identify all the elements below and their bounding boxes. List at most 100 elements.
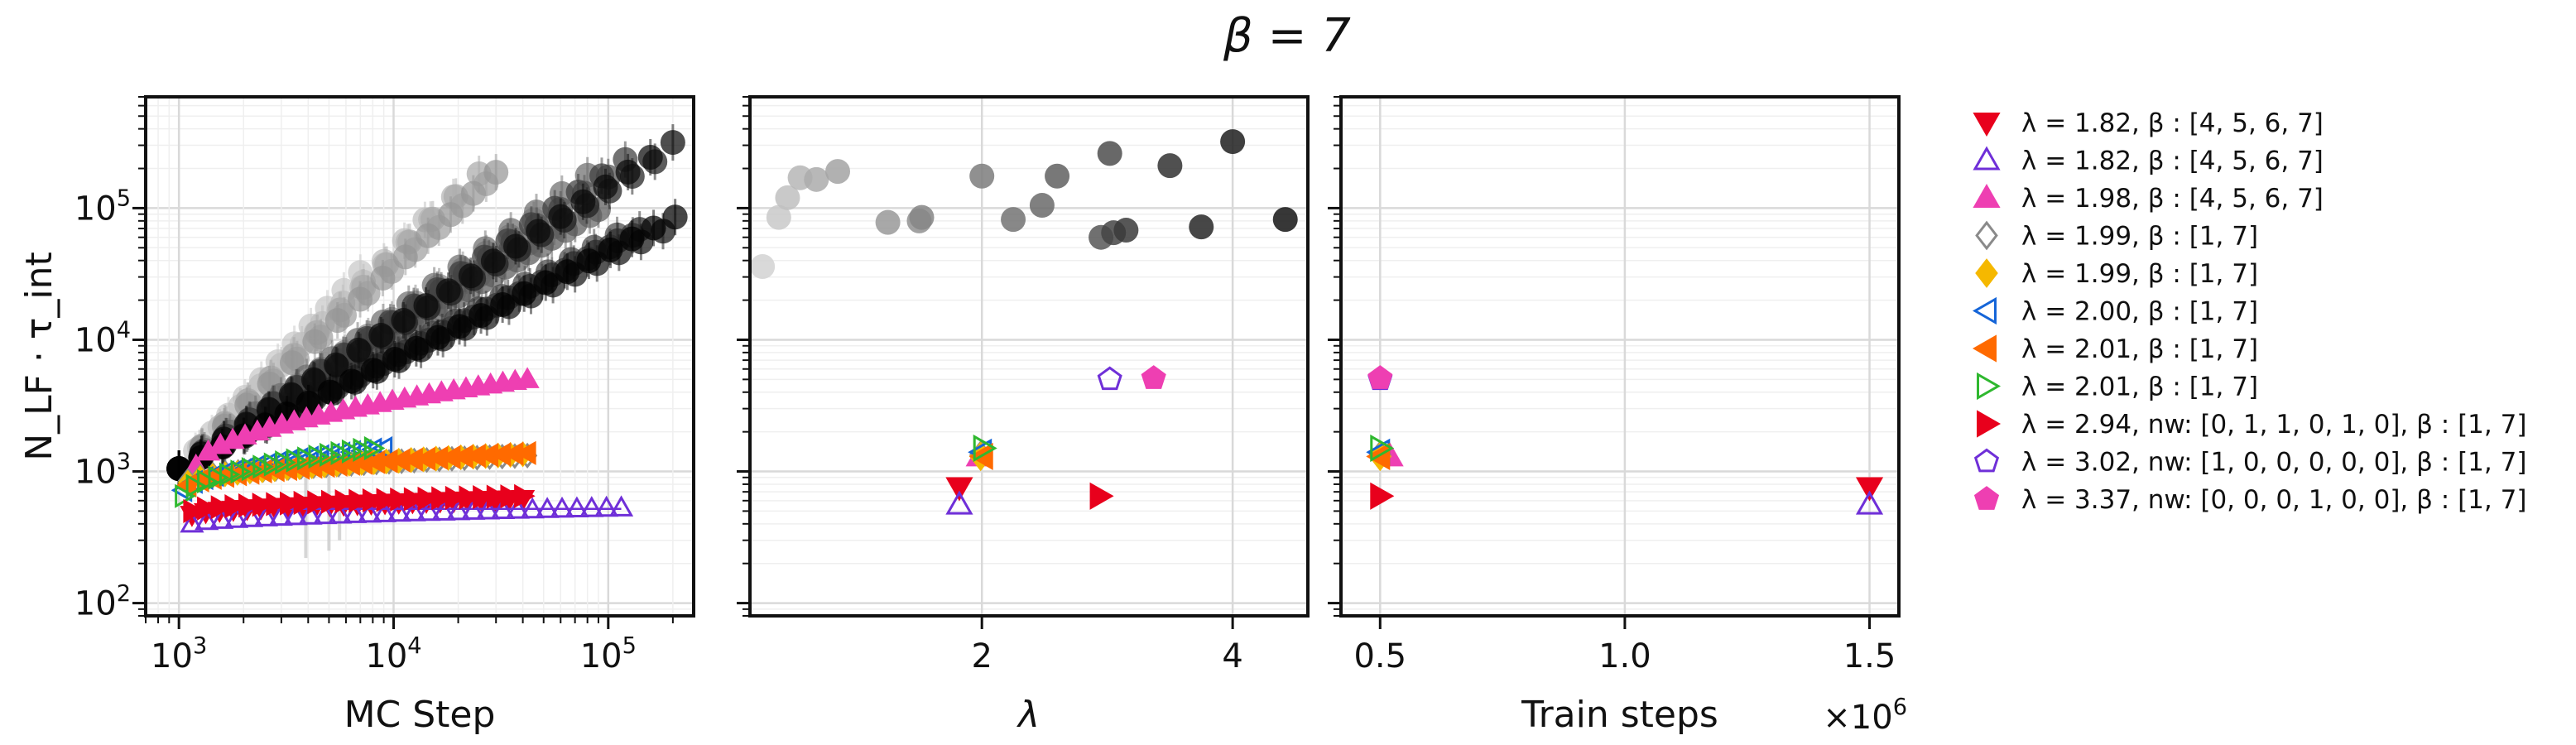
gray-run-point <box>909 204 935 230</box>
gray-run-point <box>460 180 486 206</box>
series-point <box>334 489 357 514</box>
series-point <box>431 486 453 511</box>
gray-run-point <box>382 347 407 372</box>
x-axis-label: MC Step <box>344 694 496 736</box>
legend-marker <box>1977 372 2002 401</box>
series-point <box>1370 482 1395 510</box>
legend-marker <box>1973 183 2001 208</box>
legend-label: λ = 1.82, β : [4, 5, 6, 7] <box>2021 147 2324 176</box>
series-point <box>515 367 540 388</box>
y-tick-label: 102 <box>74 581 131 623</box>
series-group <box>1366 365 1884 515</box>
gray-run-point <box>360 358 386 383</box>
series-point <box>357 501 382 523</box>
series-point <box>1855 490 1884 515</box>
series-point <box>403 487 425 512</box>
series-point <box>341 439 363 464</box>
gray-run-point <box>804 166 829 192</box>
series-7 <box>1370 434 1395 463</box>
series-1 <box>1855 490 1884 515</box>
series-point <box>446 498 471 521</box>
series-point <box>1367 365 1393 389</box>
series-8 <box>1089 482 1114 510</box>
series-point <box>973 434 997 463</box>
series-8 <box>1370 482 1395 510</box>
gray-run-point <box>1045 163 1070 189</box>
series-point <box>286 448 308 473</box>
gray-run-point <box>660 130 685 156</box>
x-tick-label: 0.5 <box>1353 637 1406 675</box>
panels: 103 104 105 102 103 104 105 MC Step N_LF · τ_int… <box>18 95 1907 737</box>
gray-run-point <box>324 308 350 334</box>
legend-marker <box>1973 113 2001 137</box>
series-point <box>330 440 353 465</box>
series-point <box>1141 365 1166 389</box>
series-point <box>308 445 330 469</box>
series-point <box>416 499 441 522</box>
legend-entry: λ = 2.01, β : [1, 7] <box>1972 334 2258 364</box>
panel-mc: 103 104 105 102 103 104 105 MC Step N_LF · τ_int <box>18 95 695 736</box>
series-point <box>363 435 386 461</box>
gray-run-point <box>458 263 483 289</box>
legend-marker <box>1972 334 1997 363</box>
legend-entry: λ = 3.02, nw: [1, 0, 0, 0, 0, 0], β : [1… <box>1973 448 2526 478</box>
legend-marker <box>1975 220 1998 251</box>
series-point <box>500 484 521 509</box>
series-7 <box>175 435 386 508</box>
gray-run-point <box>512 281 537 306</box>
legend-label: λ = 1.82, β : [4, 5, 6, 7] <box>2021 108 2324 138</box>
gray-run-point <box>368 322 394 348</box>
gray-run-point <box>296 390 321 416</box>
series-point <box>320 489 343 514</box>
series-point <box>459 485 481 510</box>
legend-label: λ = 3.02, nw: [1, 0, 0, 0, 0, 0], β : [1… <box>2021 448 2526 478</box>
series-7 <box>973 434 997 463</box>
series-point <box>486 484 508 509</box>
figure-title-text: β = 7 <box>1223 9 1351 63</box>
series-point <box>945 477 973 502</box>
gray-run-point <box>447 314 473 339</box>
series-point <box>362 488 384 513</box>
series-point <box>185 473 208 498</box>
series-point <box>348 488 370 513</box>
series-point <box>372 501 396 522</box>
series-point <box>353 437 374 463</box>
legend: λ = 1.82, β : [4, 5, 6, 7] λ = 1.82, β : … <box>1972 108 2526 515</box>
gray-run-point <box>503 233 529 259</box>
legend-label: λ = 2.01, β : [1, 7] <box>2021 372 2258 402</box>
gray-run-point <box>619 226 645 252</box>
series-point <box>195 508 219 531</box>
series-group <box>945 365 1166 515</box>
series-point <box>180 511 204 533</box>
series-point <box>293 490 315 516</box>
x-axis-label: λ <box>1016 694 1040 736</box>
series-10 <box>1141 365 1166 389</box>
x-tick-label: 4 <box>1222 637 1242 675</box>
panel-lambda: 2 4 λ <box>737 95 1310 736</box>
legend-marker <box>1972 296 1997 325</box>
gray-run-point <box>1113 218 1139 243</box>
gray-run-point <box>1220 129 1246 155</box>
legend-entry: λ = 1.82, β : [4, 5, 6, 7] <box>1973 146 2324 176</box>
series-point <box>297 446 319 471</box>
series-point <box>387 500 411 522</box>
series-point <box>343 502 368 523</box>
gray-run-point <box>403 335 429 361</box>
y-tick-label: 105 <box>74 186 131 228</box>
legend-entry: λ = 3.37, nw: [0, 0, 0, 1, 0, 0], β : [1… <box>1973 485 2526 515</box>
series-point <box>298 503 323 525</box>
legend-entry: λ = 1.99, β : [1, 7] <box>1975 220 2258 252</box>
series-1 <box>180 495 634 533</box>
series-point <box>1370 434 1395 463</box>
legend-marker <box>1975 258 1998 288</box>
plot-frame <box>144 95 695 618</box>
series-point <box>328 502 353 524</box>
gray-run-point <box>324 352 349 377</box>
series-point <box>219 462 241 487</box>
legend-entry: λ = 1.98, β : [4, 5, 6, 7] <box>1973 183 2324 214</box>
series-point <box>1089 482 1114 510</box>
gray-runs <box>750 129 1298 279</box>
series-point <box>183 498 204 523</box>
series-point <box>279 491 301 516</box>
